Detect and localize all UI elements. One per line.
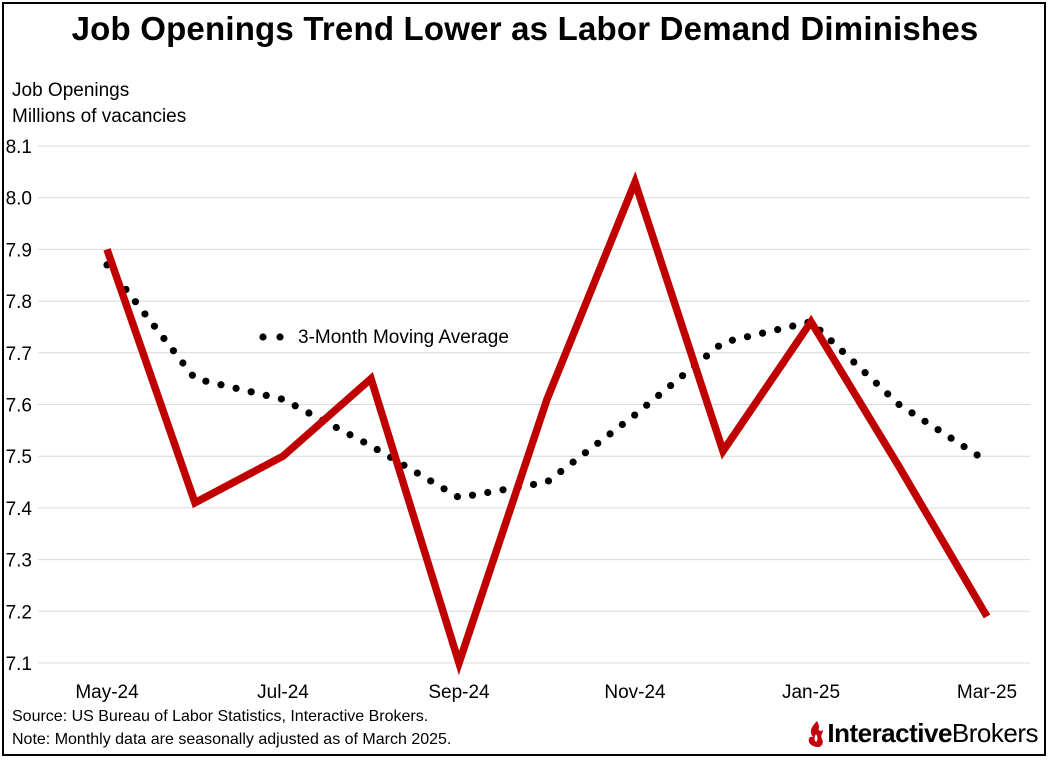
moving-average-dot — [484, 488, 492, 497]
moving-average-dot — [594, 439, 602, 447]
moving-average-dot — [973, 451, 981, 459]
moving-average-dot — [360, 438, 368, 446]
moving-average-dot — [960, 442, 968, 451]
moving-average-dot — [655, 391, 663, 400]
moving-average-dot — [169, 347, 177, 355]
moving-average-dot — [557, 467, 565, 476]
moving-average-dot — [305, 409, 313, 417]
moving-average-series — [103, 261, 987, 501]
logo-word-brokers: Brokers — [951, 718, 1039, 748]
moving-average-dot — [774, 326, 782, 334]
y-axis-label-line-1: Job Openings — [12, 80, 130, 101]
moving-average-dot — [827, 337, 835, 345]
moving-average-dot — [714, 342, 723, 350]
moving-average-dot — [291, 402, 299, 410]
x-tick-label: Sep-24 — [428, 682, 490, 703]
moving-average-dot — [702, 352, 711, 360]
moving-average-dot — [413, 469, 421, 477]
x-tick-label: Jan-25 — [782, 682, 840, 703]
moving-average-dot — [440, 485, 448, 493]
moving-average-dot — [947, 434, 955, 442]
moving-average-dot — [861, 369, 869, 377]
x-tick-label: Jul-24 — [257, 682, 309, 703]
y-tick-label: 8.0 — [6, 189, 32, 210]
moving-average-dot — [247, 388, 255, 396]
y-axis-label-line-2: Millions of vacancies — [12, 106, 187, 127]
moving-average-dot — [606, 430, 614, 438]
moving-average-dot — [332, 423, 340, 432]
logo-word-interactive: Interactive — [827, 718, 952, 748]
moving-average-dot — [581, 449, 590, 457]
moving-average-dot — [141, 310, 149, 318]
moving-average-dot — [468, 491, 477, 499]
moving-average-dot — [569, 458, 577, 466]
moving-average-dot — [667, 381, 675, 390]
moving-average-dot — [453, 493, 462, 501]
moving-average-dot — [188, 371, 196, 379]
data-note: Note: Monthly data are seasonally adjust… — [12, 731, 452, 748]
moving-average-dot — [277, 395, 285, 403]
moving-average-dot — [160, 334, 168, 343]
y-tick-label: 8.1 — [6, 137, 32, 158]
y-tick-labels: 7.1 7.2 7.3 7.4 7.5 7.6 7.7 7.8 7.9 8.0 8.1 — [6, 137, 33, 675]
legend: 3-Month Moving Average — [259, 327, 509, 348]
moving-average-dot — [743, 333, 752, 341]
moving-average-dot — [895, 400, 903, 409]
moving-average-path — [107, 265, 987, 498]
moving-average-dot — [346, 431, 354, 439]
moving-average-dot — [921, 417, 929, 425]
y-tick-label: 7.4 — [6, 499, 33, 520]
legend-dot — [276, 333, 284, 341]
moving-average-dot — [150, 322, 159, 330]
moving-average-dot — [789, 322, 797, 330]
moving-average-dot — [838, 347, 847, 356]
moving-average-dot — [850, 358, 858, 366]
y-tick-label: 7.7 — [6, 344, 32, 365]
moving-average-dot — [131, 298, 140, 306]
legend-dot — [259, 333, 267, 341]
interactive-brokers-logo: Interactive Brokers — [808, 718, 1039, 749]
moving-average-dot — [908, 409, 916, 417]
x-tick-label: May-24 — [75, 682, 139, 703]
y-tick-label: 7.8 — [6, 292, 32, 313]
gridlines — [38, 145, 1030, 664]
x-tick-label: Mar-25 — [957, 682, 1017, 703]
legend-label: 3-Month Moving Average — [298, 327, 509, 348]
moving-average-dot — [872, 379, 881, 387]
moving-average-dot — [544, 477, 553, 485]
brokers-flame-icon — [809, 720, 824, 747]
moving-average-dot — [728, 336, 737, 344]
moving-average-dot — [499, 486, 507, 494]
moving-average-dot — [427, 477, 435, 485]
moving-average-dot — [758, 329, 767, 337]
y-tick-label: 7.3 — [6, 551, 32, 572]
moving-average-dot — [934, 426, 942, 434]
moving-average-dot — [678, 372, 687, 380]
job-openings-series — [103, 171, 991, 676]
x-tick-label: Nov-24 — [604, 682, 666, 703]
source-note: Source: US Bureau of Labor Statistics, I… — [12, 708, 429, 725]
moving-average-dot — [643, 401, 651, 409]
moving-average-dot — [232, 384, 240, 392]
moving-average-dot — [217, 381, 225, 389]
y-tick-label: 7.1 — [6, 654, 32, 675]
moving-average-dot — [618, 420, 626, 429]
y-tick-label: 7.6 — [6, 396, 32, 417]
moving-average-dot — [373, 445, 381, 454]
x-tick-labels: May-24 Jul-24 Sep-24 Nov-24 Jan-25 Mar-25 — [75, 682, 1017, 703]
moving-average-dot — [529, 480, 538, 489]
y-tick-label: 7.5 — [6, 447, 32, 468]
y-tick-label: 7.9 — [6, 240, 32, 261]
job-openings-line — [103, 171, 991, 676]
moving-average-dot — [631, 411, 639, 419]
moving-average-dot — [179, 359, 187, 367]
y-tick-label: 7.2 — [6, 602, 32, 623]
moving-average-dot — [262, 391, 270, 399]
moving-average-dot — [884, 390, 892, 398]
moving-average-dot — [202, 377, 210, 385]
chart-title: Job Openings Trend Lower as Labor Demand… — [71, 10, 979, 47]
